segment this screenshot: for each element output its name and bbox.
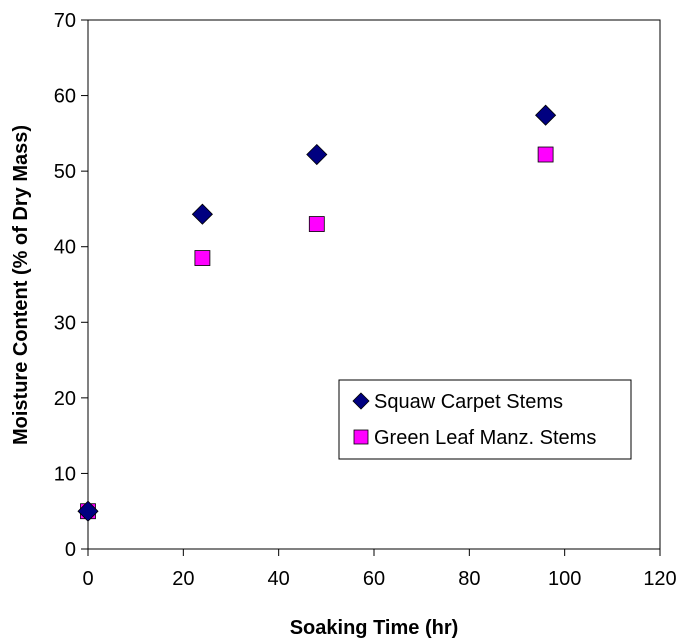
point-squaw-carpet-stems xyxy=(535,104,557,126)
point-green-leaf-manz-stems xyxy=(308,216,325,232)
point-green-leaf-manz-stems xyxy=(194,250,211,266)
y-tick-label: 10 xyxy=(54,463,76,485)
legend-marker-squaw-carpet-stems xyxy=(352,392,370,410)
legend-box xyxy=(338,379,632,460)
y-tick-label: 30 xyxy=(54,312,76,334)
x-tick-label: 120 xyxy=(643,568,676,590)
x-tick-label: 0 xyxy=(82,568,93,590)
data-points xyxy=(77,104,557,522)
x-tick-label: 100 xyxy=(548,568,581,590)
legend-label-green-leaf-manz-stems: Green Leaf Manz. Stems xyxy=(374,427,596,449)
legend-marker-green-leaf-manz-stems xyxy=(353,429,369,445)
legend-label-squaw-carpet-stems: Squaw Carpet Stems xyxy=(374,391,563,413)
x-tick-label: 40 xyxy=(268,568,290,590)
point-squaw-carpet-stems xyxy=(306,143,328,166)
y-tick-label: 50 xyxy=(54,161,76,183)
y-tick-label: 60 xyxy=(54,86,76,108)
y-axis-title: Moisture Content (% of Dry Mass) xyxy=(10,125,32,445)
point-squaw-carpet-stems xyxy=(191,203,213,225)
point-green-leaf-manz-stems xyxy=(537,146,554,163)
y-tick-label: 40 xyxy=(54,237,76,259)
y-tick-label: 0 xyxy=(65,539,76,561)
x-axis-ticks: 0 20 40 60 80 100 120 xyxy=(82,549,677,590)
x-axis-title: Soaking Time (hr) xyxy=(290,617,459,639)
y-tick-label: 70 xyxy=(54,10,76,32)
y-tick-label: 20 xyxy=(54,388,76,410)
plot-area xyxy=(87,19,661,550)
x-tick-label: 80 xyxy=(458,568,480,590)
legend: Squaw Carpet Stems Green Leaf Manz. Stem… xyxy=(338,379,632,460)
y-axis-ticks: 0 10 20 30 40 50 60 70 xyxy=(54,10,88,561)
x-tick-label: 60 xyxy=(363,568,385,590)
point-squaw-carpet-stems xyxy=(77,500,99,522)
x-tick-label: 20 xyxy=(172,568,194,590)
